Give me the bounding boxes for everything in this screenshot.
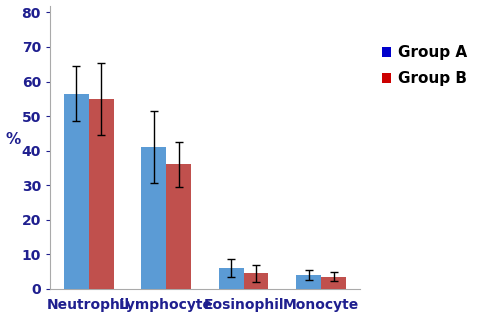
Y-axis label: %: % xyxy=(6,132,21,147)
Bar xyxy=(321,277,346,289)
Bar xyxy=(89,99,114,289)
Bar xyxy=(142,147,166,289)
Bar xyxy=(219,268,244,289)
Legend: Group A, Group B: Group A, Group B xyxy=(378,41,471,90)
Bar xyxy=(244,273,268,289)
Bar xyxy=(166,164,191,289)
Bar xyxy=(64,93,89,289)
Bar xyxy=(296,275,321,289)
